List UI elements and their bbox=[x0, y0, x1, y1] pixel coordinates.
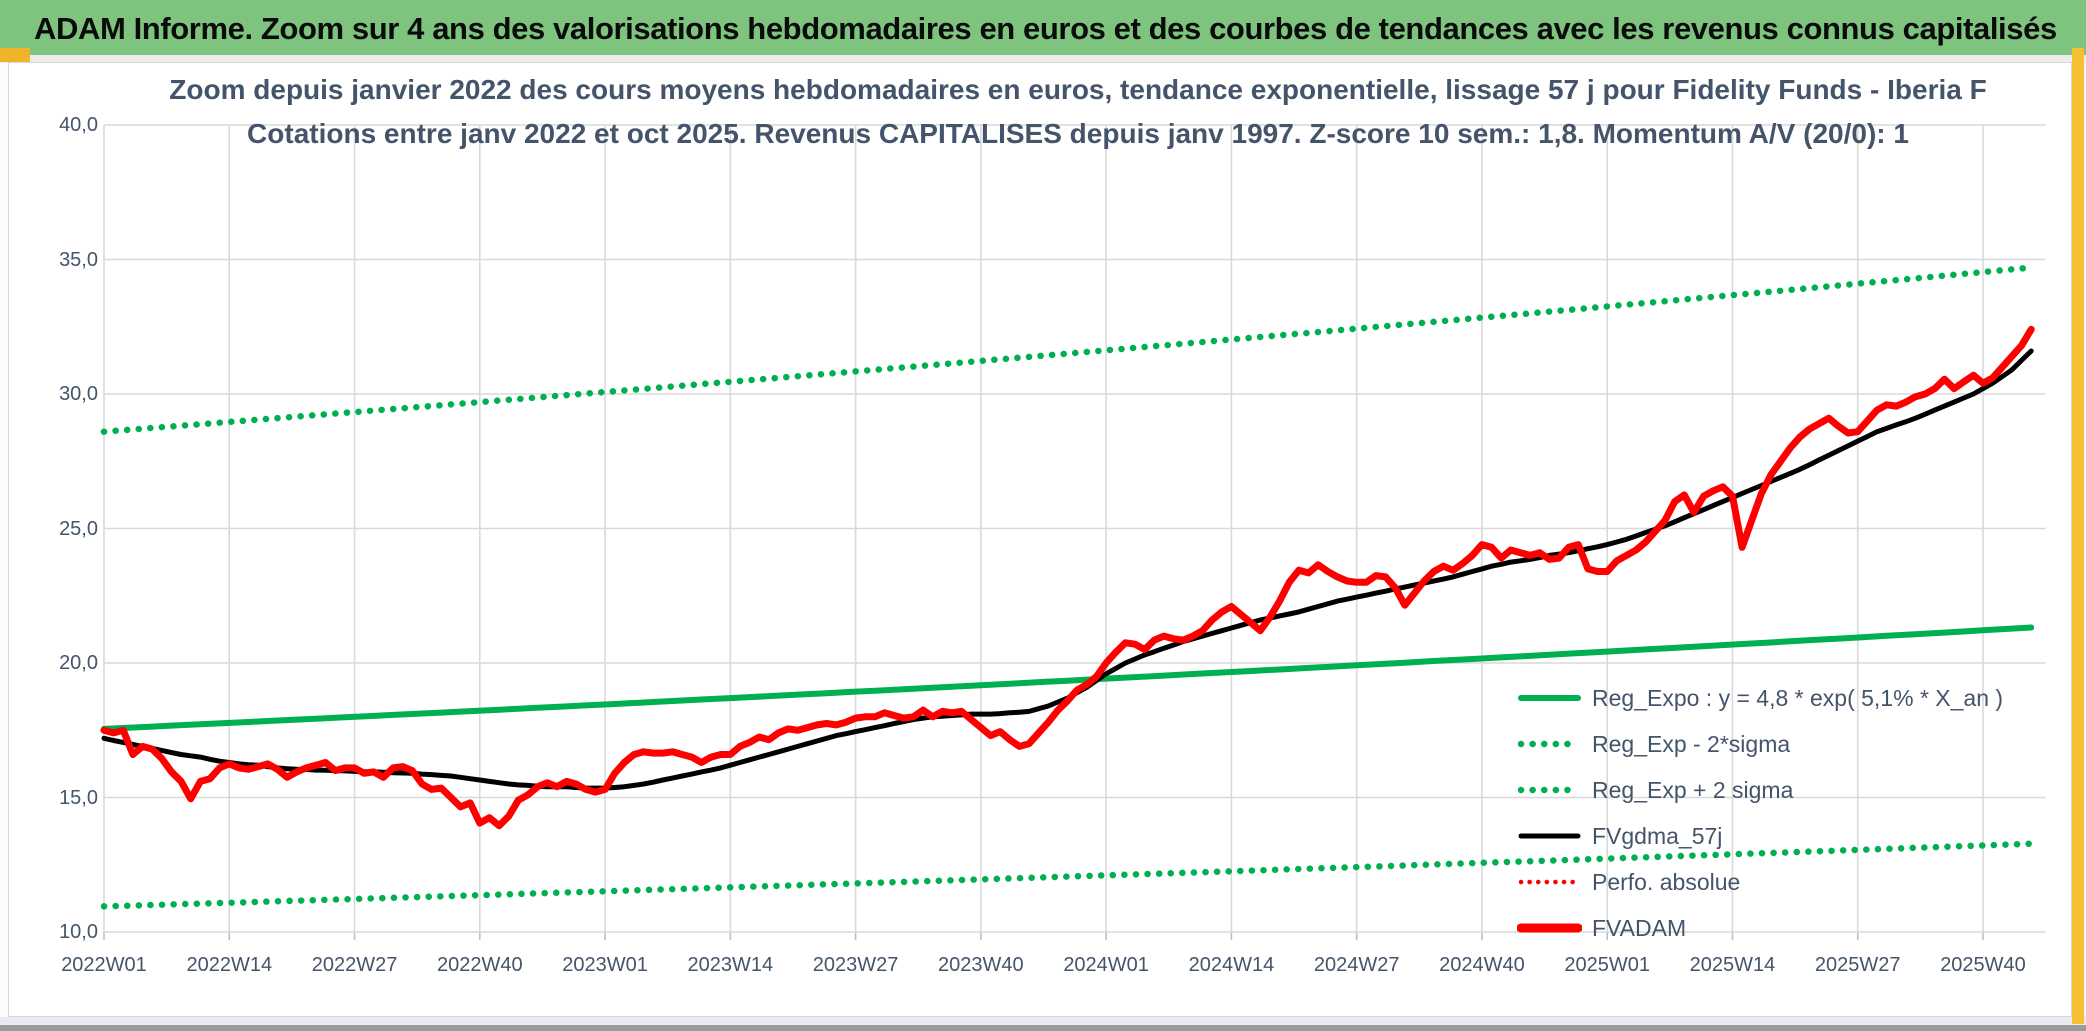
x-axis-label: 2025W14 bbox=[1689, 954, 1776, 976]
spreadsheet-bottom-strip bbox=[0, 1017, 2086, 1025]
page-title: ADAM Informe. Zoom sur 4 ans des valoris… bbox=[34, 11, 2057, 46]
x-axis-label: 2024W01 bbox=[1063, 954, 1149, 976]
legend-swatch-icon bbox=[1518, 879, 1581, 885]
spreadsheet-bottom-bar bbox=[0, 1025, 2086, 1031]
y-axis-label: 25,0 bbox=[59, 517, 98, 540]
y-axis-label: 30,0 bbox=[59, 383, 98, 405]
legend-label: FVADAM bbox=[1592, 914, 1687, 941]
chart-title-line2: Cotations entre janv 2022 et oct 2025. R… bbox=[247, 118, 1909, 149]
x-axis-label: 2023W14 bbox=[687, 954, 774, 976]
legend-label: Reg_Exp - 2*sigma bbox=[1592, 730, 1791, 757]
y-axis-label: 10,0 bbox=[59, 921, 98, 943]
x-axis-label: 2023W27 bbox=[812, 954, 899, 976]
legend-label: FVgdma_57j bbox=[1592, 822, 1723, 849]
x-axis-label: 2023W01 bbox=[562, 954, 648, 976]
chart-title-line1: Zoom depuis janvier 2022 des cours moyen… bbox=[169, 74, 1987, 105]
x-axis-label: 2022W14 bbox=[186, 954, 273, 976]
x-axis-label: 2022W27 bbox=[311, 954, 398, 976]
legend-item[interactable]: FVgdma_57j bbox=[1517, 813, 1722, 859]
x-axis-label: 2024W14 bbox=[1188, 954, 1275, 976]
legend-item[interactable]: Perfo. absolue bbox=[1517, 859, 1740, 905]
header-bar: ADAM Informe. Zoom sur 4 ans des valoris… bbox=[0, 0, 2086, 55]
x-axis-label: 2025W40 bbox=[1940, 954, 2026, 976]
legend-item[interactable]: Reg_Expo : y = 4,8 * exp( 5,1% * X_an ) bbox=[1517, 675, 2003, 721]
legend-swatch-icon bbox=[1518, 695, 1581, 701]
y-axis-label: 20,0 bbox=[59, 652, 98, 674]
y-axis-label: 35,0 bbox=[59, 248, 98, 271]
series-fvadam bbox=[100, 325, 2035, 830]
x-axis-label: 2025W01 bbox=[1564, 954, 1650, 976]
x-axis-label: 2022W40 bbox=[436, 954, 523, 976]
legend-label: Reg_Exp + 2 sigma bbox=[1592, 776, 1794, 803]
spreadsheet-row-strip bbox=[0, 55, 2086, 63]
legend-item[interactable]: Reg_Exp - 2*sigma bbox=[1517, 721, 1790, 767]
legend-swatch-icon bbox=[1517, 786, 1582, 794]
x-axis-label: 2024W40 bbox=[1439, 954, 1525, 976]
legend-swatch-icon bbox=[1517, 923, 1582, 933]
series-reg-exp-2-sigma bbox=[100, 840, 2035, 910]
legend-item[interactable]: Reg_Exp + 2 sigma bbox=[1517, 767, 1793, 813]
x-axis-label: 2024W27 bbox=[1313, 954, 1400, 976]
x-axis-label: 2022W01 bbox=[61, 954, 147, 976]
series-reg-expo-y-4-8-exp-5-1-x-an- bbox=[101, 624, 2035, 732]
y-axis-label: 40,0 bbox=[59, 114, 98, 136]
x-axis-label: 2025W27 bbox=[1814, 954, 1901, 976]
x-axis-label: 2023W40 bbox=[938, 954, 1024, 976]
legend-label: Reg_Expo : y = 4,8 * exp( 5,1% * X_an ) bbox=[1592, 684, 2004, 711]
legend-label: Perfo. absolue bbox=[1592, 868, 1741, 895]
series-reg-exp-2-sigma bbox=[100, 264, 2035, 435]
legend-item[interactable]: FVADAM bbox=[1517, 905, 1686, 951]
yellow-right-border bbox=[2072, 48, 2084, 1024]
legend-swatch-icon bbox=[1518, 833, 1581, 839]
legend-swatch-icon bbox=[1517, 740, 1582, 748]
chart-object[interactable] bbox=[8, 62, 2072, 1017]
yellow-cell-top-left bbox=[0, 48, 30, 62]
y-axis-label: 15,0 bbox=[59, 786, 98, 809]
